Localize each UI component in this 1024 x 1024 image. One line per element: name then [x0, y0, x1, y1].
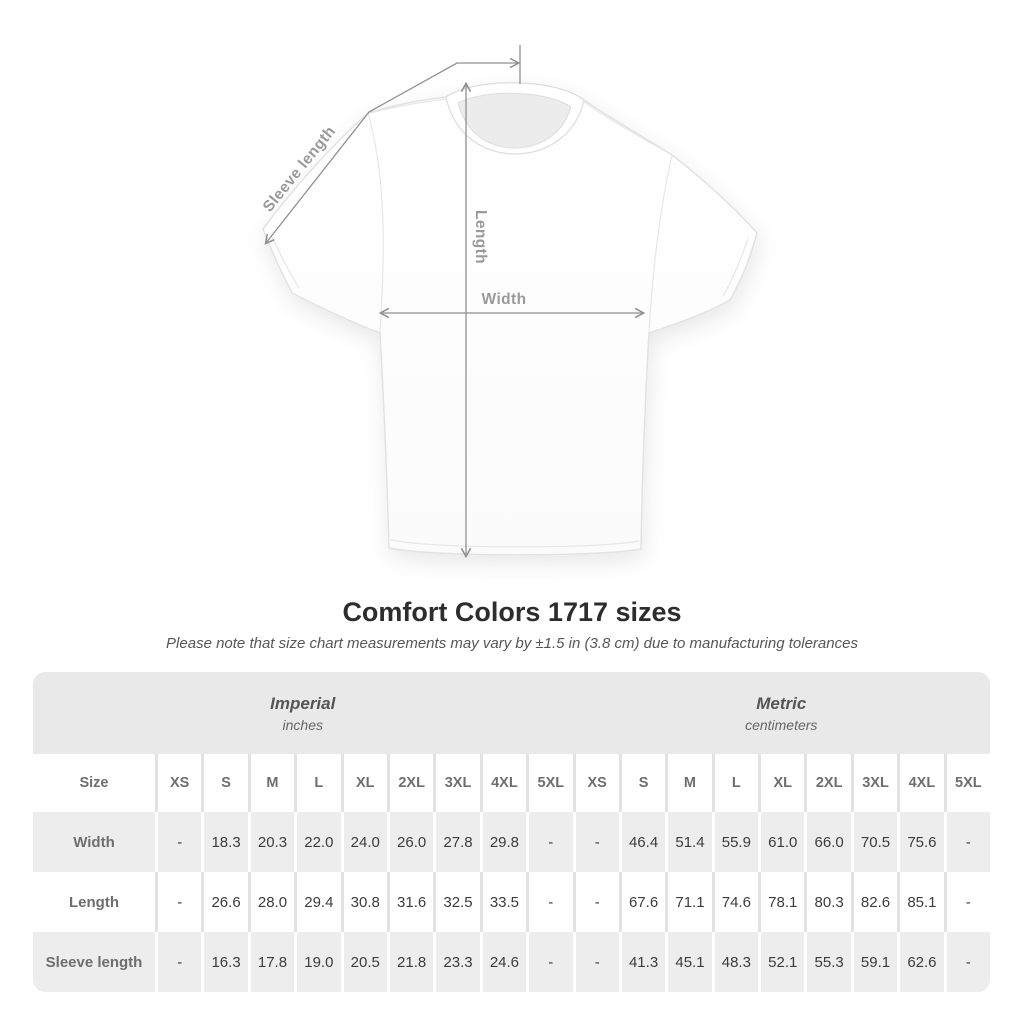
size-header-cell: M	[668, 754, 712, 812]
size-header-cell: XS	[575, 754, 619, 812]
metric-unit: centimeters	[745, 716, 818, 733]
size-header-cell: 4XL	[482, 754, 527, 812]
table-row-sleeve-length: Sleeve length - 16.3 17.8 19.0 20.5 21.8…	[33, 932, 990, 992]
value-cell: 18.3	[204, 812, 248, 872]
size-header-cell: XS	[158, 754, 202, 812]
value-cell: 46.4	[621, 812, 666, 872]
row-label: Length	[33, 872, 155, 932]
imperial-unit: inches	[282, 716, 323, 733]
value-cell: -	[946, 872, 990, 932]
value-cell: 61.0	[761, 812, 805, 872]
tshirt-measurement-diagram: Sleeve length Length Width	[260, 45, 758, 559]
size-header-cell: 3XL	[853, 754, 898, 812]
row-label: Sleeve length	[33, 932, 155, 992]
size-header-cell: 4XL	[900, 754, 944, 812]
value-cell: 20.3	[250, 812, 295, 872]
size-header-cell: XL	[761, 754, 805, 812]
width-label: Width	[482, 291, 527, 308]
value-cell: 26.6	[204, 872, 248, 932]
value-cell: 41.3	[621, 932, 666, 992]
value-cell: 24.0	[343, 812, 387, 872]
value-cell: 21.8	[389, 932, 434, 992]
size-header-cell: 2XL	[807, 754, 851, 812]
value-cell: 27.8	[436, 812, 480, 872]
value-cell: 19.0	[297, 932, 341, 992]
size-table: Imperial inches Metric centimeters Size …	[33, 672, 990, 992]
imperial-group-header: Imperial inches	[33, 672, 573, 754]
sleeve-length-arrow	[264, 57, 521, 245]
tolerance-note: Please note that size chart measurements…	[166, 635, 858, 652]
value-cell: 52.1	[761, 932, 805, 992]
value-cell: 67.6	[621, 872, 666, 932]
size-header-cell: L	[714, 754, 759, 812]
value-cell: 32.5	[436, 872, 480, 932]
value-cell: 82.6	[853, 872, 898, 932]
value-cell: 51.4	[668, 812, 712, 872]
value-cell: 22.0	[297, 812, 341, 872]
value-cell: 66.0	[807, 812, 851, 872]
value-cell: 55.3	[807, 932, 851, 992]
size-header-cell: 5XL	[946, 754, 990, 812]
value-cell: 70.5	[853, 812, 898, 872]
value-cell: 85.1	[900, 872, 944, 932]
imperial-label: Imperial	[270, 693, 336, 713]
size-header-cell: L	[297, 754, 341, 812]
value-cell: 45.1	[668, 932, 712, 992]
size-header-cell: 5XL	[529, 754, 573, 812]
value-cell: -	[158, 932, 202, 992]
size-header-cell: 2XL	[389, 754, 434, 812]
value-cell: 30.8	[343, 872, 387, 932]
value-cell: 62.6	[900, 932, 944, 992]
value-cell: 29.8	[482, 812, 527, 872]
value-cell: -	[946, 812, 990, 872]
value-cell: 17.8	[250, 932, 295, 992]
value-cell: 31.6	[389, 872, 434, 932]
table-row-width: Width - 18.3 20.3 22.0 24.0 26.0 27.8 29…	[33, 812, 990, 872]
value-cell: -	[575, 932, 619, 992]
value-cell: 59.1	[853, 932, 898, 992]
value-cell: 26.0	[389, 812, 434, 872]
value-cell: -	[946, 932, 990, 992]
value-cell: 16.3	[204, 932, 248, 992]
value-cell: -	[529, 932, 573, 992]
size-header-cell: M	[250, 754, 295, 812]
metric-group-header: Metric centimeters	[573, 672, 991, 754]
value-cell: 48.3	[714, 932, 759, 992]
value-cell: 80.3	[807, 872, 851, 932]
row-label: Width	[33, 812, 155, 872]
page-title: Comfort Colors 1717 sizes	[342, 597, 682, 627]
value-cell: 55.9	[714, 812, 759, 872]
table-row-length: Length - 26.6 28.0 29.4 30.8 31.6 32.5 3…	[33, 872, 990, 932]
value-cell: -	[575, 812, 619, 872]
size-header-row: Size XS S M L XL 2XL 3XL 4XL 5XL XS S M …	[33, 754, 990, 812]
value-cell: -	[158, 812, 202, 872]
value-cell: 23.3	[436, 932, 480, 992]
value-cell: -	[529, 872, 573, 932]
size-header-cell: 3XL	[436, 754, 480, 812]
value-cell: 28.0	[250, 872, 295, 932]
value-cell: 78.1	[761, 872, 805, 932]
value-cell: 71.1	[668, 872, 712, 932]
value-cell: 75.6	[900, 812, 944, 872]
unit-band: Imperial inches Metric centimeters	[33, 672, 990, 754]
length-label: Length	[472, 210, 489, 264]
value-cell: 24.6	[482, 932, 527, 992]
value-cell: 20.5	[343, 932, 387, 992]
value-cell: 74.6	[714, 872, 759, 932]
value-cell: 29.4	[297, 872, 341, 932]
value-cell: -	[529, 812, 573, 872]
size-col-header: Size	[33, 754, 155, 812]
size-header-cell: S	[621, 754, 666, 812]
value-cell: 33.5	[482, 872, 527, 932]
size-header-cell: S	[204, 754, 248, 812]
value-cell: -	[158, 872, 202, 932]
metric-label: Metric	[756, 693, 807, 713]
value-cell: -	[575, 872, 619, 932]
size-header-cell: XL	[343, 754, 387, 812]
